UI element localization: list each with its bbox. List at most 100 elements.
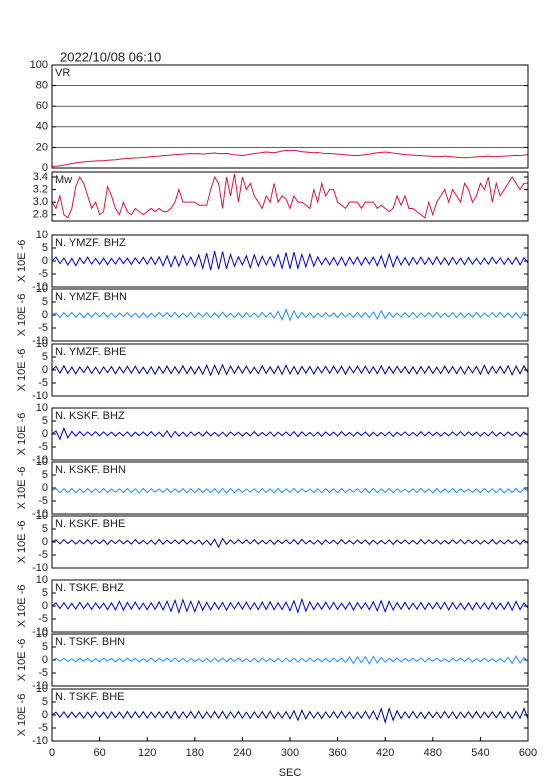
y-axis-label: X 10E -6 xyxy=(16,349,28,392)
y-tick-label: 10 xyxy=(36,574,48,586)
y-tick-label: -10 xyxy=(32,735,48,747)
y-tick-label: 3.0 xyxy=(33,196,48,208)
y-tick-label: 10 xyxy=(36,510,48,522)
y-tick-label: 100 xyxy=(30,59,48,71)
trace xyxy=(52,149,528,167)
y-tick-label: -10 xyxy=(32,335,48,347)
y-tick-label: 0 xyxy=(42,162,48,174)
y-tick-label: 5 xyxy=(42,415,48,427)
panel-frame xyxy=(51,407,529,461)
y-tick-label: 0 xyxy=(42,600,48,612)
y-tick-label: 0 xyxy=(42,309,48,321)
y-tick-label: 5 xyxy=(42,523,48,535)
y-tick-label: 5 xyxy=(42,641,48,653)
x-tick-label: 240 xyxy=(233,747,251,759)
y-tick-label: 80 xyxy=(36,80,48,92)
y-tick-label: -5 xyxy=(38,322,48,334)
y-tick-label: 0 xyxy=(42,428,48,440)
y-axis-label: X 10E -6 xyxy=(16,413,28,456)
y-tick-label: 10 xyxy=(36,628,48,640)
x-tick-label: 180 xyxy=(186,747,204,759)
x-tick-label: 600 xyxy=(519,747,537,759)
panel-title: N. KSKF. BHZ xyxy=(55,410,125,422)
y-axis-label: X 10E -6 xyxy=(16,521,28,564)
y-tick-label: 10 xyxy=(36,229,48,241)
y-tick-label: 5 xyxy=(42,351,48,363)
trace xyxy=(52,655,528,665)
panel-frame xyxy=(51,64,529,169)
x-tick-label: 300 xyxy=(281,747,299,759)
x-tick-label: 480 xyxy=(424,747,442,759)
y-tick-label: 10 xyxy=(36,402,48,414)
trace xyxy=(52,487,528,494)
y-axis-label: X 10E -6 xyxy=(16,240,28,283)
panel-frame xyxy=(51,515,529,569)
y-tick-label: 60 xyxy=(36,100,48,112)
panel-frame xyxy=(51,579,529,633)
y-tick-label: 0 xyxy=(42,709,48,721)
y-tick-label: -10 xyxy=(32,626,48,638)
x-tick-label: 360 xyxy=(328,747,346,759)
chart-title: 2022/10/08 06:10 xyxy=(60,49,161,64)
panel-title: N. KSKF. BHN xyxy=(55,464,126,476)
panel-title: N. KSKF. BHE xyxy=(55,518,125,530)
y-tick-label: 0 xyxy=(42,654,48,666)
trace xyxy=(52,426,528,441)
y-tick-label: 5 xyxy=(42,469,48,481)
y-axis-label: X 10E -6 xyxy=(16,585,28,628)
y-tick-label: 20 xyxy=(36,141,48,153)
y-tick-label: 3.4 xyxy=(33,171,48,183)
panel-title: Mw xyxy=(55,174,72,186)
y-tick-label: 2.8 xyxy=(33,209,48,221)
y-tick-label: -5 xyxy=(38,441,48,453)
y-tick-label: -5 xyxy=(38,722,48,734)
panel-title: N. YMZF. BHE xyxy=(55,346,126,358)
panel-frame xyxy=(51,171,529,222)
panel-title: VR xyxy=(55,67,70,79)
x-tick-label: 0 xyxy=(49,747,55,759)
y-tick-label: 5 xyxy=(42,296,48,308)
y-axis-label: X 10E -6 xyxy=(16,467,28,510)
y-tick-label: -5 xyxy=(38,549,48,561)
y-tick-label: 0 xyxy=(42,536,48,548)
y-tick-label: -5 xyxy=(38,268,48,280)
y-tick-label: -5 xyxy=(38,613,48,625)
y-tick-label: -5 xyxy=(38,667,48,679)
panel-frame xyxy=(51,343,529,397)
y-tick-label: -10 xyxy=(32,562,48,574)
panel-title: N. YMZF. BHN xyxy=(55,291,127,303)
y-tick-label: -5 xyxy=(38,377,48,389)
trace xyxy=(52,597,528,615)
x-axis-label: SEC xyxy=(279,767,302,779)
trace xyxy=(52,251,528,271)
y-axis-label: X 10E -6 xyxy=(16,294,28,337)
y-tick-label: 0 xyxy=(42,255,48,267)
y-tick-label: 10 xyxy=(36,456,48,468)
y-tick-label: -10 xyxy=(32,680,48,692)
x-tick-label: 60 xyxy=(93,747,105,759)
y-tick-label: -10 xyxy=(32,454,48,466)
x-tick-label: 420 xyxy=(376,747,394,759)
x-tick-label: 540 xyxy=(471,747,489,759)
y-tick-label: 5 xyxy=(42,696,48,708)
y-tick-label: 5 xyxy=(42,587,48,599)
panel-title: N. TSKF. BHN xyxy=(55,636,125,648)
y-axis-label: X 10E -6 xyxy=(16,694,28,737)
y-tick-label: -10 xyxy=(32,281,48,293)
x-tick-label: 120 xyxy=(138,747,156,759)
panel-title: N. TSKF. BHZ xyxy=(55,582,124,594)
y-axis-label: X 10E -6 xyxy=(16,639,28,682)
y-tick-label: -10 xyxy=(32,508,48,520)
y-tick-label: 10 xyxy=(36,683,48,695)
y-tick-label: 40 xyxy=(36,121,48,133)
panel-title: N. TSKF. BHE xyxy=(55,691,124,703)
y-tick-label: 0 xyxy=(42,482,48,494)
trace xyxy=(52,706,528,725)
y-tick-label: 0 xyxy=(42,364,48,376)
panel-frame xyxy=(51,234,529,288)
y-tick-label: 5 xyxy=(42,242,48,254)
panel-frame xyxy=(51,288,529,342)
trace xyxy=(52,363,528,377)
y-tick-label: -10 xyxy=(32,390,48,402)
